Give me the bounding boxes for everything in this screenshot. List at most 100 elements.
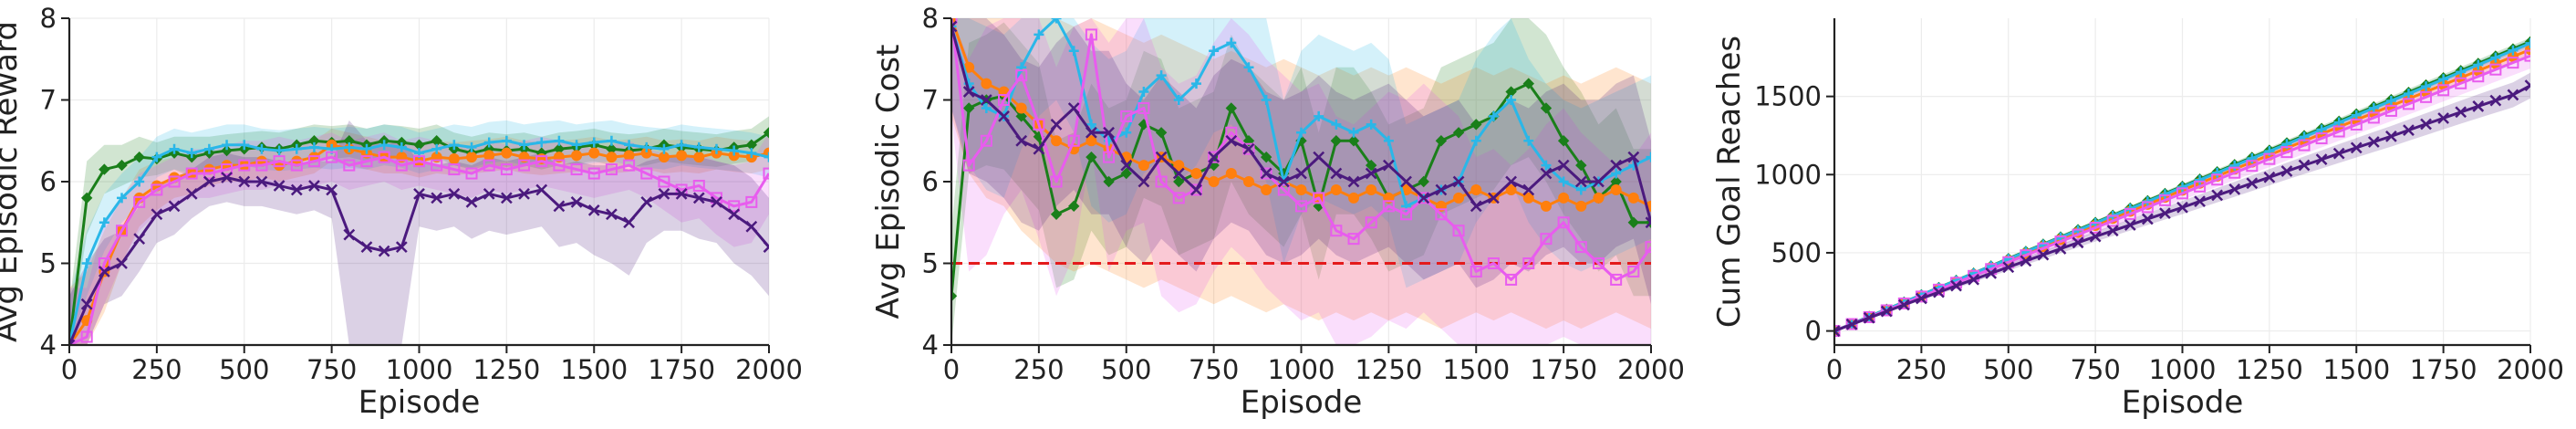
x-tick-label: 1500 — [2322, 354, 2390, 385]
data-point-indigo — [151, 208, 163, 221]
data-point-darkgreen — [1435, 135, 1448, 147]
data-point-skyblue — [291, 143, 302, 154]
data-point-indigo — [1208, 151, 1220, 163]
x-tick-label: 500 — [219, 354, 269, 385]
data-point-skyblue — [2177, 182, 2187, 193]
data-point-skyblue — [203, 143, 214, 154]
data-point-orange — [1208, 176, 1220, 187]
data-point-orange — [1470, 183, 1482, 195]
x-tick-label: 250 — [131, 354, 182, 385]
data-point-violet — [2332, 125, 2345, 138]
data-point-indigo — [2159, 207, 2171, 219]
data-point-skyblue — [1085, 119, 1096, 130]
data-point-indigo — [518, 188, 530, 200]
series-markers-indigo — [69, 172, 769, 345]
data-point-skyblue — [1156, 70, 1167, 81]
data-point-indigo — [2524, 79, 2530, 92]
data-point-violet — [1645, 241, 1651, 254]
data-point-indigo — [2350, 141, 2363, 154]
data-point-violet — [360, 155, 373, 168]
data-point-indigo — [483, 188, 495, 200]
y-tick-label: 8 — [40, 3, 57, 34]
data-point-indigo — [1845, 319, 1858, 330]
data-point-violet — [500, 163, 513, 176]
x-tick-label: 0 — [943, 354, 960, 385]
data-point-violet — [343, 159, 356, 172]
data-point-indigo — [395, 241, 408, 253]
data-point-indigo — [2385, 130, 2397, 142]
data-point-skyblue — [1051, 18, 1062, 24]
data-point-orange — [606, 152, 618, 163]
x-tick-label: 750 — [1189, 354, 1239, 385]
data-point-violet — [2089, 222, 2102, 235]
data-point-indigo — [326, 183, 338, 196]
data-point-skyblue — [449, 140, 460, 151]
y-axis-title: Avg Episodic Reward — [0, 21, 25, 342]
data-point-darkgreen — [1260, 151, 1272, 163]
data-point-violet — [2350, 118, 2363, 131]
data-point-violet — [413, 155, 425, 168]
data-point-orange — [1190, 168, 1202, 180]
data-point-indigo — [1452, 175, 1465, 188]
y-tick-label: 5 — [922, 248, 939, 279]
data-point-indigo — [2367, 136, 2380, 148]
data-point-darkgreen — [1015, 110, 1027, 122]
data-point-violet — [587, 167, 600, 180]
data-point-indigo — [2106, 225, 2119, 237]
x-tick-label: 1750 — [648, 354, 715, 385]
data-point-skyblue — [483, 137, 494, 148]
data-point-skyblue — [117, 193, 128, 204]
x-tick-label: 1250 — [2236, 354, 2303, 385]
data-point-violet — [203, 167, 215, 180]
data-point-indigo — [553, 200, 566, 213]
data-point-violet — [2158, 194, 2171, 206]
x-axis-title: Episode — [358, 384, 481, 421]
data-point-skyblue — [1646, 152, 1651, 162]
data-point-violet — [2072, 228, 2084, 241]
data-point-indigo — [1313, 151, 1325, 163]
data-point-violet — [1540, 233, 1553, 246]
data-point-indigo — [1610, 159, 1623, 172]
data-point-indigo — [2420, 118, 2432, 131]
data-point-violet — [1295, 200, 1307, 213]
x-tick-label: 250 — [1896, 354, 1947, 385]
data-point-indigo — [1880, 305, 1893, 318]
data-point-indigo — [711, 195, 722, 208]
chart-goal: 0 250 500 750 1000 1250 1500 1750 2000 0 500 1000 15… — [1711, 18, 2564, 421]
data-point-violet — [2124, 207, 2136, 220]
data-point-indigo — [2403, 124, 2415, 137]
data-point-indigo — [2280, 165, 2293, 177]
data-point-darkgreen — [116, 159, 128, 172]
data-point-skyblue — [379, 140, 390, 151]
data-point-indigo — [1242, 142, 1255, 155]
data-point-indigo — [2176, 201, 2188, 214]
data-point-skyblue — [1243, 62, 1254, 73]
x-axis-title: Episode — [1241, 384, 1363, 421]
data-point-skyblue — [274, 145, 285, 156]
data-point-violet — [290, 159, 303, 172]
data-point-indigo — [1277, 175, 1290, 188]
data-point-violet — [1033, 118, 1045, 131]
data-point-violet — [2054, 235, 2067, 248]
data-point-indigo — [2072, 236, 2084, 249]
x-tick-label: 0 — [1826, 354, 1843, 385]
data-point-skyblue — [1558, 176, 1569, 187]
data-point-violet — [1137, 101, 1150, 114]
chart-cost: 0 250 500 750 1000 1250 1500 1750 2000 4 5 6 7 8 Episo… — [870, 3, 1685, 421]
data-point-skyblue — [466, 141, 477, 152]
data-point-skyblue — [1190, 78, 1201, 89]
data-point-violet — [221, 163, 234, 176]
data-point-violet — [2228, 166, 2241, 179]
data-point-indigo — [116, 257, 128, 269]
series-band-indigo — [69, 120, 769, 345]
data-point-violet — [1120, 110, 1133, 122]
data-point-orange — [1242, 176, 1254, 187]
data-point-darkgreen — [1452, 127, 1465, 139]
data-point-orange — [2525, 44, 2530, 56]
data-point-indigo — [1505, 175, 1517, 188]
data-point-skyblue — [81, 258, 92, 268]
data-point-darkgreen — [962, 102, 975, 114]
y-tick-label: 7 — [40, 85, 57, 116]
data-point-violet — [2524, 49, 2530, 62]
